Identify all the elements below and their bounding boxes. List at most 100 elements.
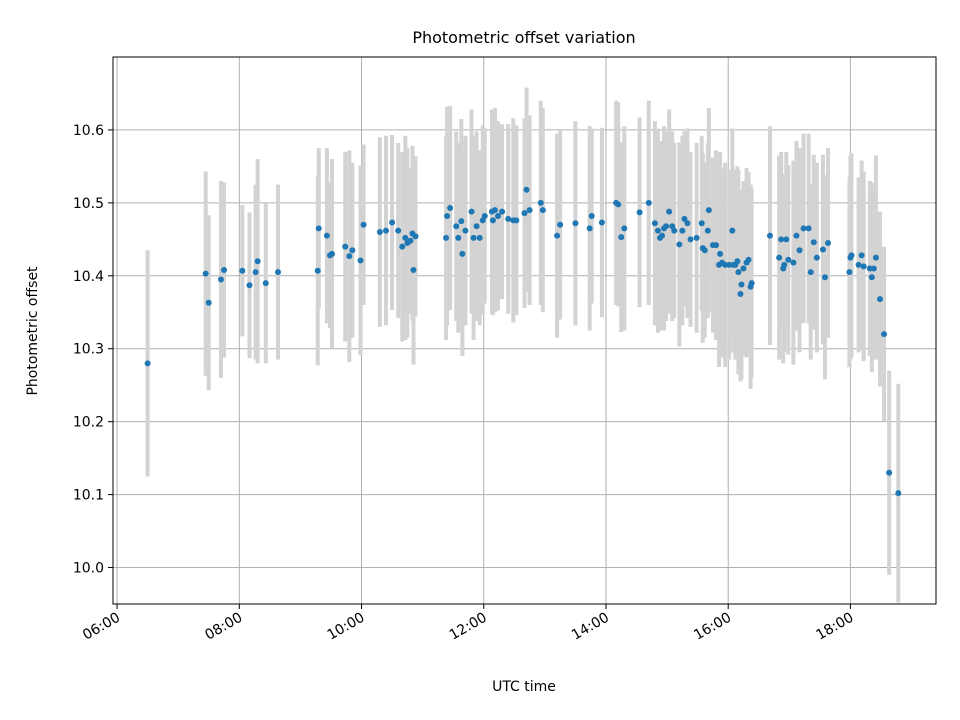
data-point — [239, 267, 246, 274]
data-point — [785, 256, 792, 263]
data-point — [342, 243, 349, 250]
x-tick-label: 18:00 — [813, 610, 856, 644]
data-point — [810, 239, 817, 246]
data-point — [246, 282, 253, 289]
data-point — [586, 225, 593, 232]
data-point — [205, 299, 212, 306]
data-point — [858, 252, 865, 259]
data-point — [476, 234, 483, 241]
y-axis-ticks: 10.0 10.1 10.2 10.3 10.4 10.5 10.6 — [73, 123, 113, 577]
data-point — [588, 212, 595, 219]
data-point — [453, 223, 460, 230]
data-point — [805, 225, 812, 232]
data-point — [663, 223, 670, 230]
data-point — [876, 296, 883, 303]
data-point — [615, 201, 622, 208]
y-tick-label: 10.2 — [73, 415, 104, 431]
data-point — [868, 274, 875, 281]
x-axis-label: UTC time — [492, 679, 556, 695]
data-point — [846, 269, 853, 276]
data-point — [881, 331, 888, 338]
data-point — [676, 241, 683, 248]
data-point — [521, 210, 528, 217]
data-point — [468, 208, 475, 215]
data-point — [459, 250, 466, 257]
data-point — [376, 229, 383, 236]
x-tick-label: 10:00 — [325, 610, 368, 644]
data-point — [618, 234, 625, 241]
y-tick-label: 10.3 — [73, 342, 104, 358]
data-point — [687, 236, 694, 243]
data-point — [807, 269, 814, 276]
data-point — [458, 218, 465, 225]
data-point — [621, 225, 628, 232]
data-point — [523, 186, 530, 193]
data-point — [651, 220, 658, 227]
data-point — [705, 207, 712, 214]
data-point — [491, 207, 498, 214]
data-point — [821, 274, 828, 281]
data-point — [473, 223, 480, 230]
data-point — [681, 215, 688, 222]
data-point — [526, 207, 533, 214]
data-point — [315, 225, 322, 232]
x-tick-label: 12:00 — [447, 610, 490, 644]
data-point — [781, 261, 788, 268]
y-tick-label: 10.0 — [73, 561, 104, 577]
data-point — [252, 269, 259, 276]
data-point — [776, 254, 783, 261]
data-point — [447, 204, 454, 211]
data-point — [455, 234, 462, 241]
data-point — [489, 217, 496, 224]
data-point — [870, 265, 877, 272]
data-point — [800, 225, 807, 232]
data-point — [513, 217, 520, 224]
data-point — [323, 232, 330, 239]
data-point — [412, 233, 419, 240]
y-tick-label: 10.1 — [73, 488, 104, 504]
data-point — [796, 247, 803, 254]
data-point — [314, 267, 321, 274]
data-point — [819, 246, 826, 253]
data-point — [144, 360, 151, 367]
data-point — [872, 254, 879, 261]
data-point — [598, 219, 605, 226]
data-point — [346, 253, 353, 260]
data-point — [813, 254, 820, 261]
data-point — [557, 221, 564, 228]
data-point — [481, 212, 488, 219]
y-tick-label: 10.4 — [73, 269, 104, 285]
data-point — [382, 227, 389, 234]
data-point — [399, 243, 406, 250]
data-point — [735, 269, 742, 276]
data-point — [499, 208, 506, 215]
data-point — [360, 221, 367, 228]
data-point — [860, 263, 867, 270]
data-point — [395, 227, 402, 234]
data-point — [793, 232, 800, 239]
y-tick-label: 10.5 — [73, 196, 104, 212]
data-point — [389, 219, 396, 226]
y-axis-label: Photometric offset — [25, 266, 41, 396]
x-tick-label: 08:00 — [202, 610, 245, 644]
data-point — [221, 266, 228, 273]
data-point — [636, 209, 643, 216]
data-point — [554, 232, 561, 239]
data-point — [328, 250, 335, 257]
data-point — [693, 234, 700, 241]
data-point — [539, 207, 546, 214]
data-point — [202, 270, 209, 277]
data-point — [895, 490, 902, 497]
data-point — [790, 259, 797, 266]
data-point — [407, 237, 414, 244]
data-point — [217, 276, 224, 283]
data-point — [738, 281, 745, 288]
data-point — [886, 469, 893, 476]
x-tick-label: 16:00 — [691, 610, 734, 644]
x-tick-label: 14:00 — [569, 610, 612, 644]
data-point — [671, 227, 678, 234]
data-point — [254, 258, 261, 265]
data-point — [748, 280, 755, 287]
data-point — [262, 280, 269, 287]
